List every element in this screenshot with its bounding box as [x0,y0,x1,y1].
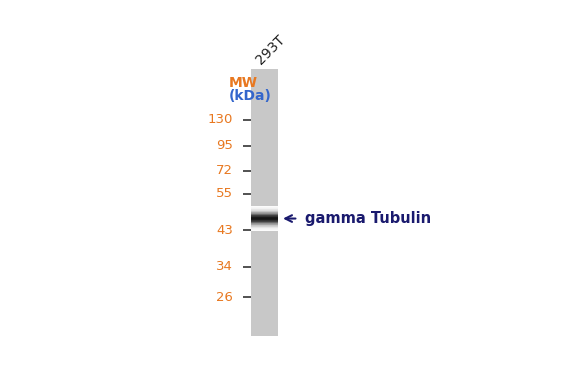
Bar [251,221,278,222]
Bar [251,225,278,226]
Bar [251,208,278,209]
Bar [251,220,278,221]
Text: 34: 34 [216,260,233,273]
Bar [251,219,278,220]
Bar [251,229,278,230]
Text: 55: 55 [216,187,233,200]
Bar [251,224,278,225]
Bar [251,229,278,230]
Text: (kDa): (kDa) [228,89,271,103]
Bar [251,228,278,229]
Bar [251,213,278,214]
Text: 130: 130 [208,113,233,126]
Bar [251,69,278,336]
Bar [251,206,278,207]
Bar [251,214,278,215]
Bar [251,215,278,216]
Bar [251,206,278,208]
Bar [251,211,278,212]
Bar [251,211,278,212]
Bar [251,223,278,224]
Bar [251,208,278,209]
Text: 293T: 293T [253,33,288,67]
Bar [251,213,278,214]
Text: 26: 26 [216,291,233,304]
Bar [251,212,278,213]
Text: 72: 72 [216,164,233,177]
Text: 95: 95 [216,139,233,152]
Bar [251,227,278,228]
Text: 43: 43 [216,224,233,237]
Bar [251,207,278,208]
Bar [251,216,278,217]
Bar [251,209,278,210]
Bar [251,209,278,211]
Bar [251,218,278,219]
Bar [251,230,278,231]
Text: gamma Tubulin: gamma Tubulin [305,211,431,226]
Bar [251,222,278,223]
Bar [251,217,278,218]
Bar [251,216,278,217]
Bar [251,210,278,211]
Text: MW: MW [228,76,257,90]
Bar [251,226,278,227]
